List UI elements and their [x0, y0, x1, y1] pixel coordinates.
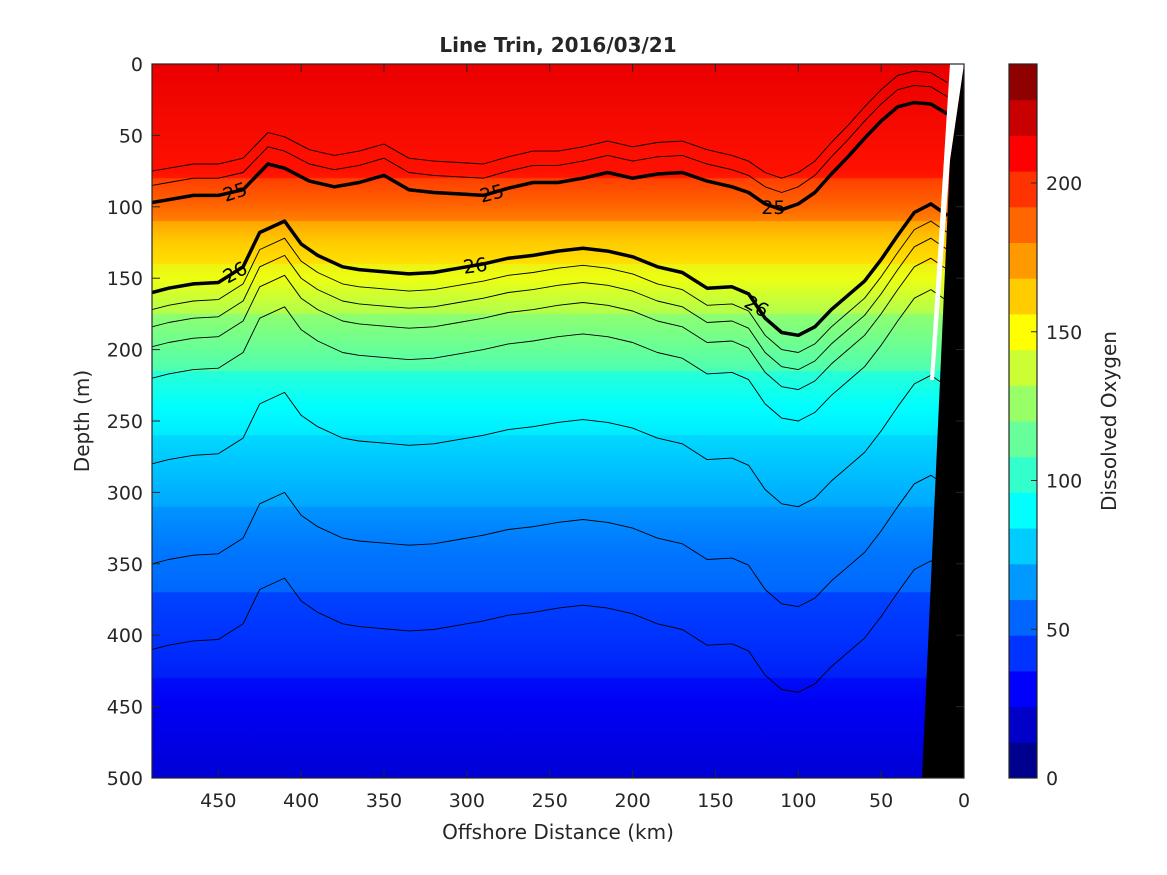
colorbar-swatch-7: [1009, 492, 1037, 529]
thin-contour-4: [152, 257, 948, 391]
colorbar-swatch-18: [1009, 99, 1037, 136]
y-tick-label-1: 50: [119, 125, 143, 147]
y-tick-label-10: 500: [107, 768, 143, 790]
colorbar-tick-label-0: 0: [1046, 768, 1058, 790]
x-tick-label-1: 400: [283, 790, 319, 812]
contour-label-text-4: 26: [462, 254, 489, 279]
colorbar-tick-label-4: 200: [1046, 173, 1082, 195]
water-mass-band-3: [152, 263, 964, 314]
seafloor-mask: [922, 64, 964, 778]
colorbar-swatch-1: [1009, 706, 1037, 743]
water-mass-band-1: [152, 178, 964, 222]
colorbar-swatch-3: [1009, 635, 1037, 672]
colorbar-swatch-6: [1009, 528, 1037, 565]
water-mass-band-7: [152, 506, 964, 593]
y-tick-label-6: 300: [107, 482, 143, 504]
colorbar-swatch-11: [1009, 349, 1037, 386]
water-mass-layer: [152, 64, 964, 778]
x-tick-label-4: 250: [532, 790, 568, 812]
y-tick-label-0: 0: [131, 54, 143, 76]
y-tick-label-3: 150: [107, 268, 143, 290]
water-mass-band-4: [152, 313, 964, 372]
colorbar-swatch-9: [1009, 421, 1037, 458]
x-tick-label-2: 350: [366, 790, 402, 812]
colorbar-swatch-2: [1009, 670, 1037, 708]
deep-contour-1: [152, 374, 948, 508]
colorbar-frame: [1008, 63, 1038, 779]
deep-contour-3: [152, 560, 948, 693]
colorbar-tick-label-2: 100: [1046, 471, 1082, 493]
deep-contour-2: [152, 474, 948, 608]
water-mass-band-5: [152, 371, 964, 436]
x-tick-label-8: 50: [869, 790, 893, 812]
colorbar-swatch-13: [1009, 278, 1037, 315]
thin-contour-1: [152, 84, 948, 193]
colorbar-swatch-15: [1009, 206, 1037, 243]
contour-label-2: 25: [761, 197, 785, 219]
water-mass-band-9: [152, 678, 964, 778]
x-tick-label-3: 300: [449, 790, 485, 812]
y-tick-label-5: 250: [107, 411, 143, 433]
x-tick-label-9: 0: [958, 790, 970, 812]
x-tick-label-7: 100: [780, 790, 816, 812]
water-mass-band-8: [152, 592, 964, 679]
water-mass-band-6: [152, 435, 964, 507]
colorbar: [1009, 64, 1037, 779]
colorbar-swatch-0: [1009, 742, 1037, 779]
deep-contour-0: [152, 289, 948, 422]
y-tick-label-4: 200: [107, 340, 143, 362]
colorbar-swatch-10: [1009, 385, 1037, 422]
y-tick-label-7: 350: [107, 554, 143, 576]
colorbar-swatch-16: [1009, 171, 1037, 208]
colorbar-tick-label-3: 150: [1046, 322, 1082, 344]
y-axis-label: Depth (m): [70, 370, 94, 472]
x-axis-label: Offshore Distance (km): [442, 820, 674, 844]
isopycnal-25-line: [152, 100, 949, 212]
colorbar-swatch-4: [1009, 599, 1037, 636]
colorbar-ticks: 0 50 100 150 200: [1031, 173, 1082, 790]
colorbar-swatch-5: [1009, 563, 1037, 600]
missing-data-wedge: [930, 64, 964, 380]
x-tick-label-6: 150: [697, 790, 733, 812]
contour-label-text-2: 25: [761, 197, 785, 219]
contour-label-4: 26: [462, 254, 489, 279]
y-axis-ticks: 0 50 100 150 200 250 300 350 400 450 500: [107, 54, 964, 790]
colorbar-swatch-8: [1009, 456, 1037, 493]
colorbar-swatch-17: [1009, 135, 1037, 172]
water-mass-band-0: [152, 64, 964, 179]
colorbar-label: Dissolved Oxygen: [1097, 331, 1121, 511]
y-tick-label-9: 450: [107, 697, 143, 719]
x-axis-ticks: 450 400 350 300 250 200 150 100 50 0: [200, 64, 970, 812]
isopycnal-26-line: [152, 202, 949, 338]
x-tick-label-0: 450: [200, 790, 236, 812]
colorbar-swatch-19: [1009, 64, 1037, 101]
thin-contour-2: [152, 220, 948, 353]
chart-title: Line Trin, 2016/03/21: [439, 33, 676, 57]
y-tick-label-2: 100: [107, 197, 143, 219]
colorbar-swatch-14: [1009, 242, 1037, 279]
thin-contour-3: [152, 237, 948, 371]
colorbar-tick-label-1: 50: [1046, 619, 1070, 641]
thin-contour-0: [152, 70, 948, 179]
x-tick-label-5: 200: [614, 790, 650, 812]
y-tick-label-8: 400: [107, 625, 143, 647]
